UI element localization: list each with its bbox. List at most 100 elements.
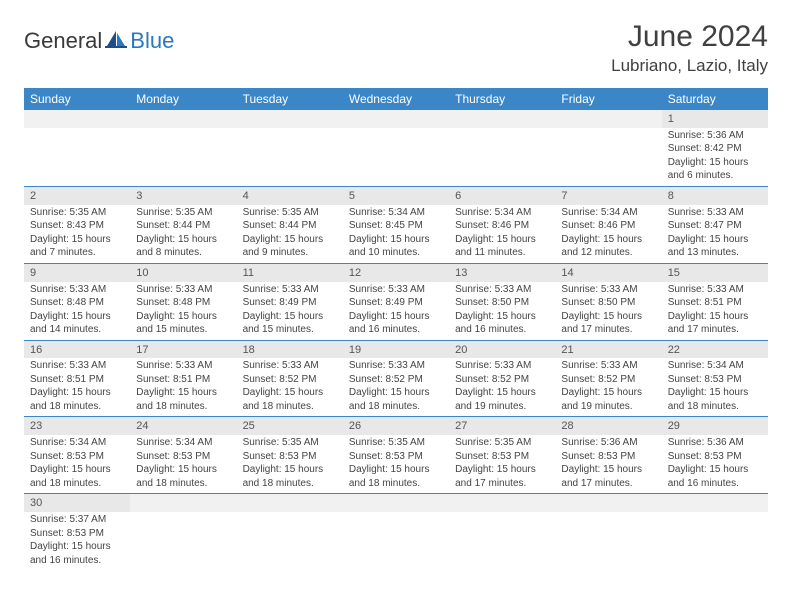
day-detail-cell: Sunrise: 5:33 AMSunset: 8:52 PMDaylight:… bbox=[449, 358, 555, 417]
day-number-cell: 3 bbox=[130, 186, 236, 204]
daylight-line: Daylight: 15 hours and 18 minutes. bbox=[136, 386, 230, 413]
sunrise-line: Sunrise: 5:33 AM bbox=[30, 283, 124, 297]
day-detail-cell: Sunrise: 5:36 AMSunset: 8:42 PMDaylight:… bbox=[662, 128, 768, 187]
day-detail-cell bbox=[237, 512, 343, 570]
day-detail-cell: Sunrise: 5:33 AMSunset: 8:49 PMDaylight:… bbox=[343, 282, 449, 341]
sunrise-line: Sunrise: 5:33 AM bbox=[349, 283, 443, 297]
day-number-cell: 12 bbox=[343, 263, 449, 281]
calendar-table: Sunday Monday Tuesday Wednesday Thursday… bbox=[24, 88, 768, 570]
sunrise-line: Sunrise: 5:34 AM bbox=[561, 206, 655, 220]
day-detail-row: Sunrise: 5:35 AMSunset: 8:43 PMDaylight:… bbox=[24, 205, 768, 264]
daylight-line: Daylight: 15 hours and 18 minutes. bbox=[243, 386, 337, 413]
daylight-line: Daylight: 15 hours and 15 minutes. bbox=[136, 310, 230, 337]
sunset-line: Sunset: 8:44 PM bbox=[136, 219, 230, 233]
day-detail-cell: Sunrise: 5:33 AMSunset: 8:47 PMDaylight:… bbox=[662, 205, 768, 264]
daylight-line: Daylight: 15 hours and 18 minutes. bbox=[30, 463, 124, 490]
day-number-cell: 20 bbox=[449, 340, 555, 358]
weekday-header: Sunday bbox=[24, 88, 130, 110]
day-detail-cell bbox=[343, 128, 449, 187]
daylight-line: Daylight: 15 hours and 16 minutes. bbox=[349, 310, 443, 337]
day-number-cell bbox=[555, 494, 661, 512]
day-detail-cell bbox=[130, 128, 236, 187]
sunset-line: Sunset: 8:50 PM bbox=[561, 296, 655, 310]
sunrise-line: Sunrise: 5:33 AM bbox=[136, 359, 230, 373]
day-detail-cell: Sunrise: 5:36 AMSunset: 8:53 PMDaylight:… bbox=[662, 435, 768, 494]
day-number-cell: 24 bbox=[130, 417, 236, 435]
sunset-line: Sunset: 8:43 PM bbox=[30, 219, 124, 233]
day-number-cell: 6 bbox=[449, 186, 555, 204]
weekday-header: Monday bbox=[130, 88, 236, 110]
day-number-cell bbox=[343, 110, 449, 128]
daylight-line: Daylight: 15 hours and 14 minutes. bbox=[30, 310, 124, 337]
day-number-cell: 23 bbox=[24, 417, 130, 435]
day-detail-cell: Sunrise: 5:34 AMSunset: 8:45 PMDaylight:… bbox=[343, 205, 449, 264]
day-detail-cell: Sunrise: 5:35 AMSunset: 8:53 PMDaylight:… bbox=[343, 435, 449, 494]
day-number-cell: 8 bbox=[662, 186, 768, 204]
day-number-cell: 11 bbox=[237, 263, 343, 281]
daylight-line: Daylight: 15 hours and 15 minutes. bbox=[243, 310, 337, 337]
day-number-cell: 17 bbox=[130, 340, 236, 358]
location-label: Lubriano, Lazio, Italy bbox=[611, 56, 768, 76]
sunrise-line: Sunrise: 5:35 AM bbox=[349, 436, 443, 450]
daylight-line: Daylight: 15 hours and 19 minutes. bbox=[455, 386, 549, 413]
day-number-cell bbox=[449, 494, 555, 512]
day-detail-cell: Sunrise: 5:35 AMSunset: 8:53 PMDaylight:… bbox=[449, 435, 555, 494]
day-detail-cell: Sunrise: 5:36 AMSunset: 8:53 PMDaylight:… bbox=[555, 435, 661, 494]
sunset-line: Sunset: 8:53 PM bbox=[561, 450, 655, 464]
day-number-cell: 18 bbox=[237, 340, 343, 358]
day-number-cell: 26 bbox=[343, 417, 449, 435]
daylight-line: Daylight: 15 hours and 12 minutes. bbox=[561, 233, 655, 260]
day-detail-cell: Sunrise: 5:34 AMSunset: 8:53 PMDaylight:… bbox=[24, 435, 130, 494]
sunset-line: Sunset: 8:53 PM bbox=[455, 450, 549, 464]
sunset-line: Sunset: 8:53 PM bbox=[243, 450, 337, 464]
day-detail-cell: Sunrise: 5:33 AMSunset: 8:52 PMDaylight:… bbox=[237, 358, 343, 417]
weekday-header: Friday bbox=[555, 88, 661, 110]
day-number-cell: 16 bbox=[24, 340, 130, 358]
sunrise-line: Sunrise: 5:33 AM bbox=[561, 283, 655, 297]
sunset-line: Sunset: 8:48 PM bbox=[136, 296, 230, 310]
day-detail-cell: Sunrise: 5:33 AMSunset: 8:52 PMDaylight:… bbox=[343, 358, 449, 417]
day-detail-cell bbox=[555, 128, 661, 187]
day-detail-cell bbox=[237, 128, 343, 187]
brand-logo: General Blue bbox=[24, 28, 174, 54]
day-number-row: 1 bbox=[24, 110, 768, 128]
day-number-cell: 13 bbox=[449, 263, 555, 281]
sunset-line: Sunset: 8:53 PM bbox=[30, 450, 124, 464]
sunrise-line: Sunrise: 5:33 AM bbox=[243, 359, 337, 373]
day-detail-row: Sunrise: 5:33 AMSunset: 8:51 PMDaylight:… bbox=[24, 358, 768, 417]
day-detail-cell: Sunrise: 5:35 AMSunset: 8:53 PMDaylight:… bbox=[237, 435, 343, 494]
sunset-line: Sunset: 8:53 PM bbox=[30, 527, 124, 541]
day-detail-cell bbox=[449, 128, 555, 187]
day-number-cell bbox=[343, 494, 449, 512]
sunset-line: Sunset: 8:51 PM bbox=[136, 373, 230, 387]
daylight-line: Daylight: 15 hours and 17 minutes. bbox=[668, 310, 762, 337]
daylight-line: Daylight: 15 hours and 13 minutes. bbox=[668, 233, 762, 260]
sunrise-line: Sunrise: 5:33 AM bbox=[136, 283, 230, 297]
sunset-line: Sunset: 8:51 PM bbox=[30, 373, 124, 387]
day-number-row: 23242526272829 bbox=[24, 417, 768, 435]
sunrise-line: Sunrise: 5:33 AM bbox=[455, 359, 549, 373]
daylight-line: Daylight: 15 hours and 18 minutes. bbox=[349, 386, 443, 413]
day-number-cell: 25 bbox=[237, 417, 343, 435]
daylight-line: Daylight: 15 hours and 10 minutes. bbox=[349, 233, 443, 260]
day-number-cell: 4 bbox=[237, 186, 343, 204]
day-number-cell bbox=[237, 494, 343, 512]
sunset-line: Sunset: 8:53 PM bbox=[668, 450, 762, 464]
day-detail-cell: Sunrise: 5:34 AMSunset: 8:53 PMDaylight:… bbox=[662, 358, 768, 417]
daylight-line: Daylight: 15 hours and 16 minutes. bbox=[455, 310, 549, 337]
brand-text-2: Blue bbox=[130, 28, 174, 54]
day-number-cell: 19 bbox=[343, 340, 449, 358]
sunset-line: Sunset: 8:52 PM bbox=[561, 373, 655, 387]
weekday-header: Tuesday bbox=[237, 88, 343, 110]
sunrise-line: Sunrise: 5:33 AM bbox=[349, 359, 443, 373]
sunrise-line: Sunrise: 5:33 AM bbox=[30, 359, 124, 373]
sunset-line: Sunset: 8:52 PM bbox=[455, 373, 549, 387]
sunset-line: Sunset: 8:53 PM bbox=[349, 450, 443, 464]
daylight-line: Daylight: 15 hours and 6 minutes. bbox=[668, 156, 762, 183]
day-number-row: 30 bbox=[24, 494, 768, 512]
sunset-line: Sunset: 8:50 PM bbox=[455, 296, 549, 310]
sunset-line: Sunset: 8:53 PM bbox=[668, 373, 762, 387]
day-detail-cell: Sunrise: 5:33 AMSunset: 8:51 PMDaylight:… bbox=[24, 358, 130, 417]
daylight-line: Daylight: 15 hours and 17 minutes. bbox=[455, 463, 549, 490]
sunrise-line: Sunrise: 5:34 AM bbox=[455, 206, 549, 220]
